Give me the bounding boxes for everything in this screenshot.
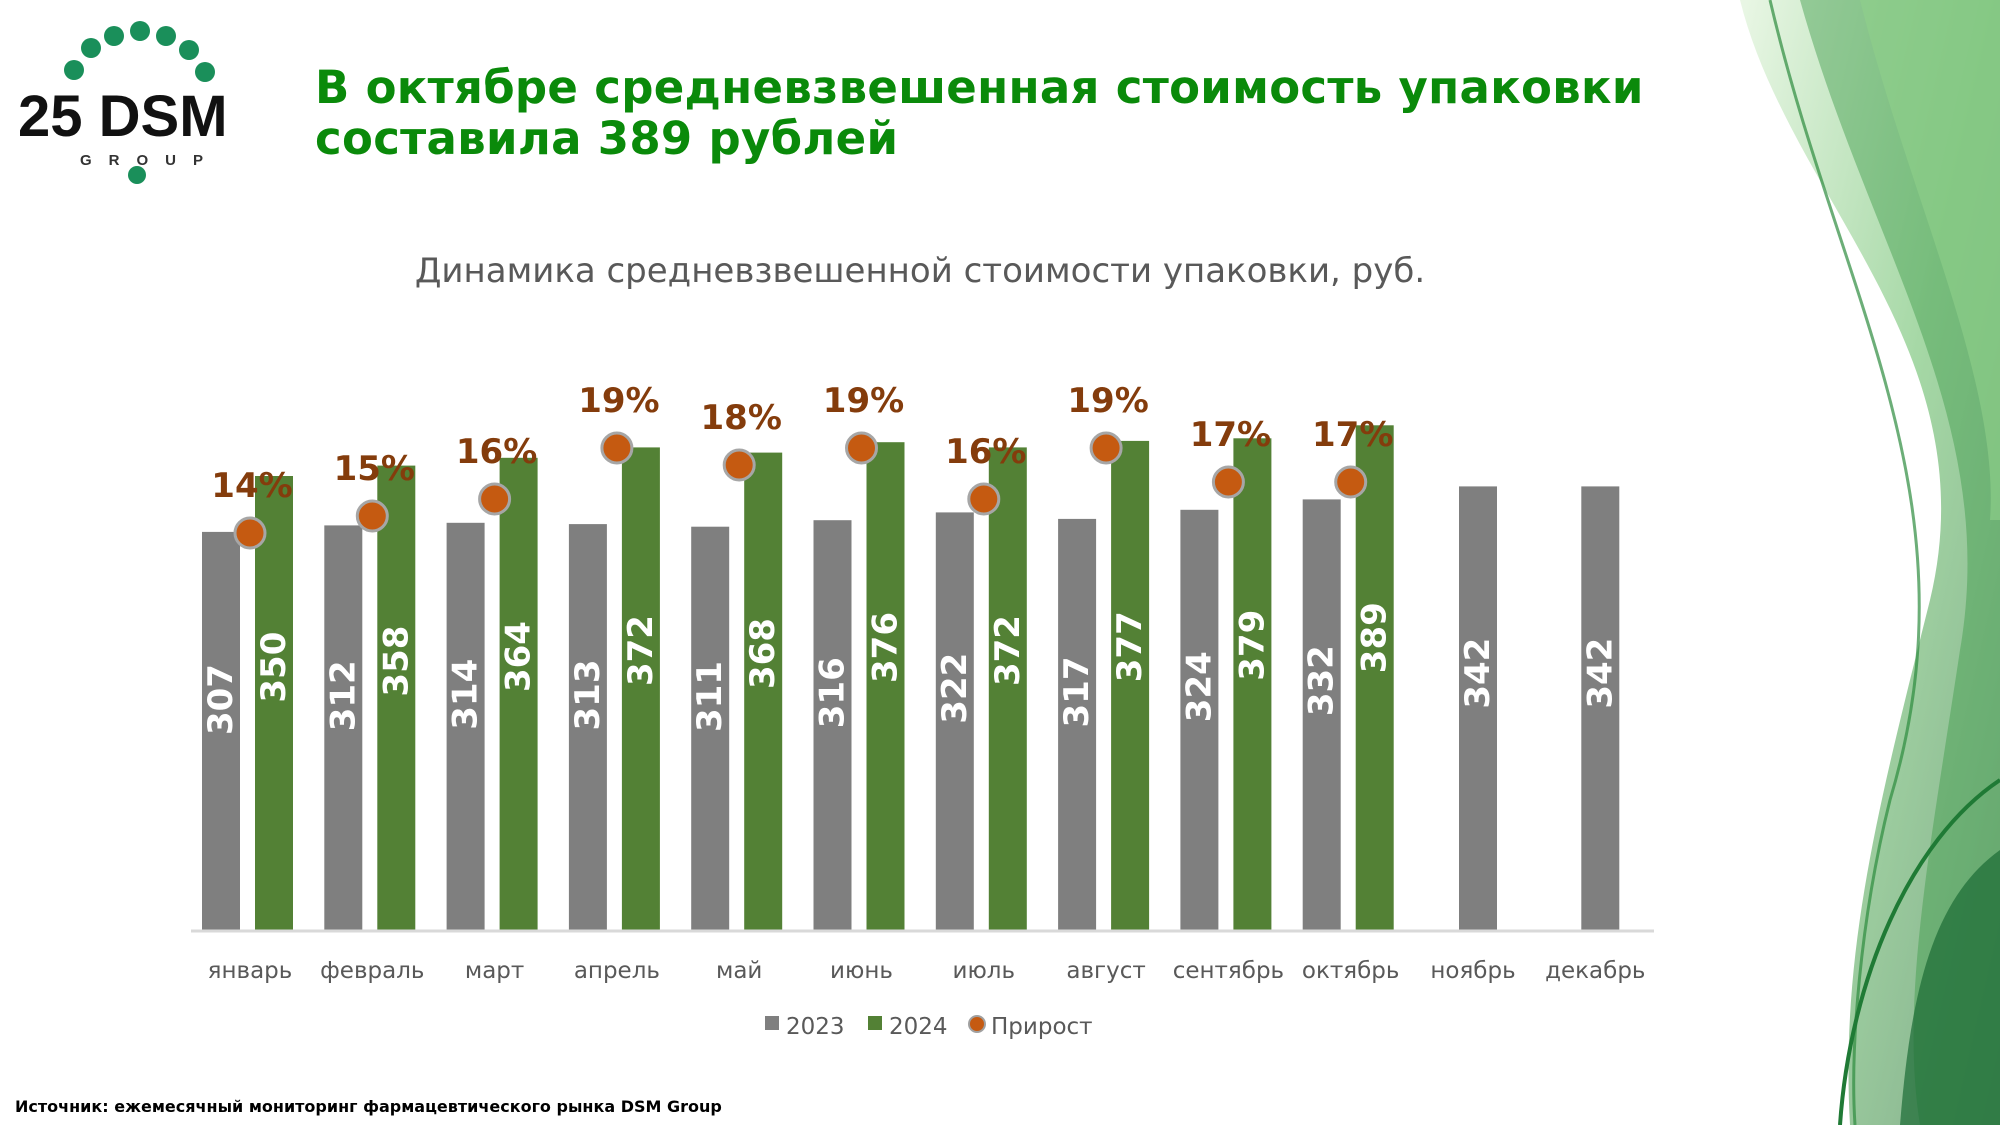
bar-2023 (813, 520, 852, 931)
growth-label: 17% (1190, 415, 1271, 455)
x-tick-label: август (1066, 958, 1145, 984)
bar-2024 (1233, 438, 1272, 931)
bar-value-label: 377 (1110, 611, 1150, 682)
bar-value-label: 364 (499, 621, 539, 692)
bar-2024 (866, 442, 905, 931)
bar-value-label: 379 (1232, 610, 1272, 681)
bar-2024 (377, 465, 416, 931)
bar-2024 (621, 447, 660, 931)
growth-marker (722, 448, 756, 482)
x-tick-label: июнь (830, 958, 893, 984)
bar-value-label: 311 (690, 661, 730, 732)
bar-2023 (446, 522, 485, 931)
bar-2023 (1058, 518, 1097, 931)
bar-2023 (935, 512, 974, 931)
bar-value-label: 313 (568, 660, 608, 731)
bar-2023 (324, 525, 363, 931)
bar-value-label: 376 (866, 612, 906, 683)
x-tick-label: февраль (320, 958, 424, 984)
growth-label: 15% (334, 449, 415, 489)
growth-label: 19% (823, 381, 904, 421)
growth-marker (1089, 431, 1123, 465)
growth-label: 17% (1312, 415, 1393, 455)
bar-2024 (499, 457, 538, 931)
chart-title: Динамика средневзвешенной стоимости упак… (415, 251, 1425, 291)
legend-growth: Прирост (991, 1014, 1093, 1040)
growth-label: 14% (211, 466, 292, 506)
bar-2024 (1111, 440, 1150, 931)
bar-2023 (1180, 509, 1219, 931)
x-tick-label: ноябрь (1430, 958, 1515, 984)
decorative-green-ribbons (1740, 0, 2000, 1125)
growth-marker (1211, 465, 1245, 499)
growth-label: 16% (456, 432, 537, 472)
growth-label: 16% (945, 432, 1026, 472)
bar-value-label: 324 (1179, 651, 1219, 722)
x-tick-label: декабрь (1545, 958, 1645, 984)
growth-marker (845, 431, 878, 465)
bar-value-label: 314 (446, 659, 486, 730)
bar-value-label: 372 (621, 615, 661, 686)
source-note: Источник: ежемесячный мониторинг фармаце… (15, 1097, 722, 1116)
bar-2023 (568, 524, 607, 931)
growth-marker (233, 516, 267, 550)
legend-2023: 2023 (786, 1014, 845, 1040)
bar-value-label: 342 (1580, 638, 1620, 709)
legend-2024: 2024 (889, 1014, 948, 1040)
logo-sub: GROUP (80, 152, 220, 169)
x-tick-label: сентябрь (1173, 958, 1284, 984)
growth-marker (967, 482, 1001, 516)
bar-value-label: 307 (201, 664, 241, 735)
bar-2023 (1459, 486, 1497, 931)
x-tick-label: октябрь (1302, 958, 1400, 984)
bar-2023 (202, 531, 240, 931)
growth-label: 18% (701, 398, 782, 438)
growth-marker (355, 499, 389, 533)
growth-marker (600, 431, 634, 465)
bar-2023 (691, 526, 730, 931)
growth-label: 19% (578, 381, 659, 421)
dsm-group-logo: 25 DSM GROUP (0, 0, 270, 195)
x-tick-label: январь (208, 958, 293, 984)
bar-value-label: 358 (376, 626, 416, 697)
growth-label: 19% (1067, 381, 1148, 421)
bar-value-label: 316 (813, 657, 853, 728)
bar-2024 (744, 452, 783, 931)
title-line-1: В октябре средневзвешенная стоимость упа… (315, 61, 1644, 114)
bar-2024 (988, 447, 1027, 931)
bar-2023 (1302, 499, 1341, 931)
bar-value-label: 350 (254, 632, 294, 703)
logo-text: 25 DSM (18, 84, 228, 149)
bar-value-label: 312 (323, 660, 363, 731)
x-tick-label: май (716, 958, 762, 984)
bar-2023 (1581, 486, 1620, 931)
growth-marker (1334, 465, 1368, 499)
bar-2024 (1355, 425, 1394, 931)
x-tick-label: март (465, 958, 524, 984)
x-tick-label: июль (953, 958, 1016, 984)
bar-value-label: 372 (988, 615, 1028, 686)
bar-value-label: 317 (1057, 656, 1097, 727)
bar-value-label: 332 (1302, 645, 1342, 716)
legend-swatch-2023 (765, 1016, 779, 1030)
bar-value-label: 389 (1355, 602, 1395, 673)
bar-2024 (255, 476, 293, 931)
bar-value-label: 322 (935, 653, 975, 724)
bar-value-label: 368 (743, 618, 783, 689)
legend-marker-growth (968, 1015, 986, 1033)
title-line-2: составила 389 рублей (315, 112, 899, 165)
bar-value-label: 342 (1458, 638, 1498, 709)
logo-dots (64, 21, 215, 184)
legend: 2023 2024 Прирост (765, 1014, 1093, 1040)
legend-swatch-2024 (868, 1016, 882, 1030)
x-tick-label: апрель (574, 958, 660, 984)
page-title: В октябре средневзвешенная стоимость упа… (315, 62, 1644, 164)
growth-marker (478, 482, 512, 516)
